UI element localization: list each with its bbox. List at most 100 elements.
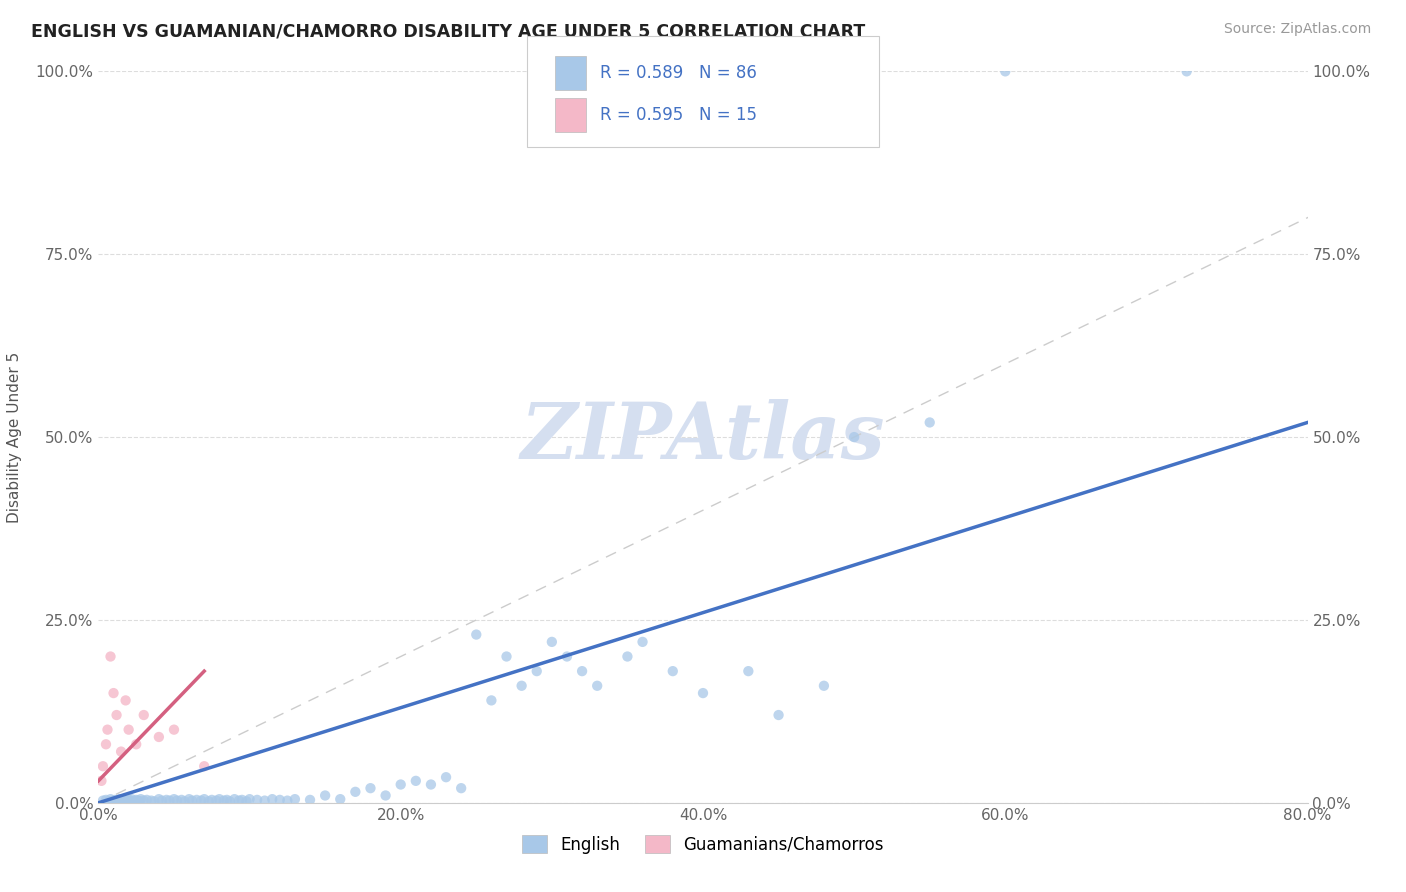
- Point: [918, 416, 941, 430]
- Point: [179, 792, 201, 806]
- Point: [105, 794, 128, 808]
- Point: [994, 64, 1017, 78]
- Point: [132, 794, 155, 808]
- Point: [128, 794, 150, 808]
- Point: [115, 794, 138, 808]
- Point: [193, 759, 215, 773]
- Point: [100, 649, 122, 664]
- Point: [103, 686, 125, 700]
- Point: [329, 792, 352, 806]
- Point: [118, 793, 141, 807]
- Point: [239, 792, 262, 806]
- Point: [121, 792, 143, 806]
- Point: [434, 770, 457, 784]
- Point: [105, 708, 128, 723]
- Point: [197, 794, 219, 808]
- Point: [465, 627, 488, 641]
- Point: [96, 723, 118, 737]
- Point: [314, 789, 336, 803]
- Point: [631, 635, 654, 649]
- Point: [692, 686, 714, 700]
- Point: [94, 793, 117, 807]
- Point: [219, 794, 242, 808]
- Point: [91, 794, 114, 808]
- Point: [190, 794, 212, 808]
- Point: [571, 664, 593, 678]
- Point: [91, 759, 114, 773]
- Point: [405, 773, 427, 788]
- Y-axis label: Disability Age Under 5: Disability Age Under 5: [7, 351, 21, 523]
- Point: [844, 430, 866, 444]
- Point: [110, 794, 132, 808]
- Point: [555, 649, 578, 664]
- Point: [661, 664, 683, 678]
- Point: [215, 793, 238, 807]
- Point: [374, 789, 396, 803]
- Point: [118, 723, 141, 737]
- Point: [148, 792, 170, 806]
- Point: [450, 781, 472, 796]
- Point: [389, 778, 412, 792]
- Point: [135, 793, 157, 807]
- Point: [181, 794, 204, 808]
- Point: [276, 794, 298, 808]
- Point: [481, 693, 503, 707]
- Point: [94, 737, 117, 751]
- Point: [246, 793, 269, 807]
- Text: R = 0.595   N = 15: R = 0.595 N = 15: [600, 106, 758, 124]
- Point: [205, 794, 228, 808]
- Point: [208, 792, 231, 806]
- Text: Source: ZipAtlas.com: Source: ZipAtlas.com: [1223, 22, 1371, 37]
- Point: [526, 664, 548, 678]
- Point: [143, 794, 166, 808]
- Point: [186, 793, 208, 807]
- Point: [212, 794, 235, 808]
- Point: [132, 708, 155, 723]
- Point: [141, 794, 163, 808]
- Legend: English, Guamanians/Chamorros: English, Guamanians/Chamorros: [516, 829, 890, 860]
- Point: [110, 745, 132, 759]
- Point: [616, 649, 638, 664]
- Point: [235, 794, 257, 808]
- Point: [193, 792, 215, 806]
- Point: [1175, 64, 1198, 78]
- Point: [125, 793, 148, 807]
- Point: [262, 792, 284, 806]
- Point: [103, 794, 125, 808]
- Point: [737, 664, 759, 678]
- Point: [231, 793, 253, 807]
- Point: [122, 794, 145, 808]
- Point: [159, 794, 181, 808]
- Point: [201, 793, 224, 807]
- Point: [104, 793, 127, 807]
- Point: [510, 679, 533, 693]
- Point: [150, 794, 173, 808]
- Point: [170, 793, 193, 807]
- Point: [495, 649, 517, 664]
- Point: [228, 794, 250, 808]
- Point: [284, 792, 307, 806]
- Point: [129, 792, 152, 806]
- Point: [224, 792, 246, 806]
- Point: [114, 794, 136, 808]
- Point: [269, 793, 291, 807]
- Point: [120, 794, 142, 808]
- Point: [420, 778, 443, 792]
- Point: [813, 679, 835, 693]
- Point: [163, 792, 186, 806]
- Point: [253, 794, 276, 808]
- Point: [586, 679, 609, 693]
- Point: [360, 781, 382, 796]
- Point: [155, 793, 177, 807]
- Point: [540, 635, 562, 649]
- Text: ENGLISH VS GUAMANIAN/CHAMORRO DISABILITY AGE UNDER 5 CORRELATION CHART: ENGLISH VS GUAMANIAN/CHAMORRO DISABILITY…: [31, 22, 865, 40]
- Point: [344, 785, 367, 799]
- Text: ZIPAtlas: ZIPAtlas: [520, 399, 886, 475]
- Point: [100, 792, 122, 806]
- Text: R = 0.589   N = 86: R = 0.589 N = 86: [600, 64, 758, 82]
- Point: [108, 792, 131, 806]
- Point: [90, 773, 112, 788]
- Point: [299, 793, 322, 807]
- Point: [98, 794, 121, 808]
- Point: [114, 693, 136, 707]
